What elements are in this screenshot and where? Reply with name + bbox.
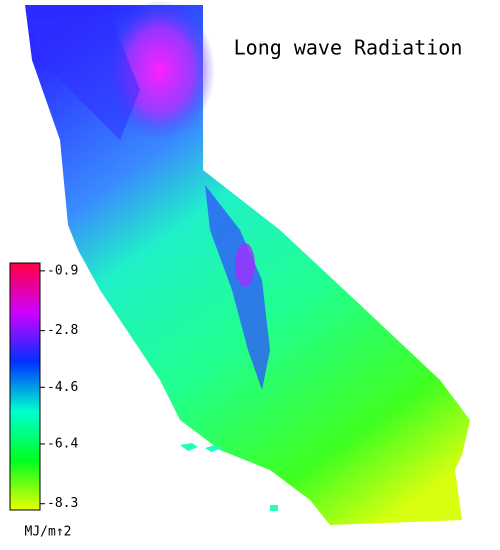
islands — [180, 443, 278, 511]
colorbar-tick-label: -4.6 — [47, 380, 78, 395]
sierra-region — [205, 185, 270, 390]
california-map — [25, 0, 470, 525]
colorbar-tick-label: -6.4 — [47, 436, 78, 451]
colorbar-tick-label: -8.3 — [47, 496, 78, 511]
map-title: Long wave Radiation — [234, 36, 463, 60]
north-coast-region — [30, 15, 140, 140]
peak-region — [235, 243, 255, 287]
colorbar-tick-label: -0.9 — [47, 263, 78, 278]
colorbar — [9, 262, 41, 511]
colorbar-tick-label: -2.8 — [47, 323, 78, 338]
colorbar-label: MJ/m↑2 — [25, 525, 72, 540]
